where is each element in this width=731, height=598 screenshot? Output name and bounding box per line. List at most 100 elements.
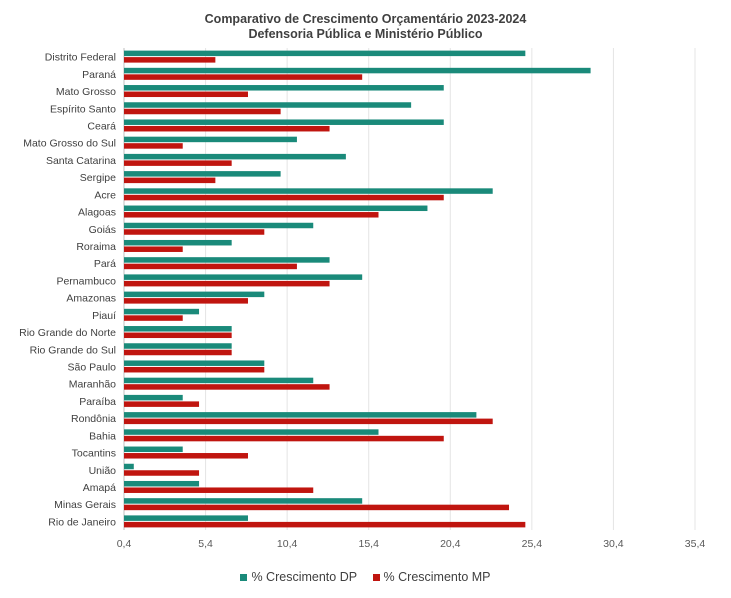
- bar-dp: [124, 480, 200, 487]
- bar-mp: [124, 280, 330, 287]
- category-label: Minas Gerais: [54, 499, 116, 511]
- legend-item-mp: % Crescimento MP: [372, 570, 491, 584]
- bar-dp: [124, 50, 526, 57]
- bar-mp: [124, 487, 314, 493]
- bar-mp: [124, 177, 216, 184]
- category-label: Amapá: [83, 482, 116, 494]
- category-label: União: [89, 465, 117, 477]
- bar-mp: [124, 384, 330, 390]
- category-label: Distrito Federal: [45, 52, 116, 64]
- category-label: Sergipe: [80, 172, 116, 184]
- x-tick-label: 10,4: [277, 538, 298, 550]
- bar-mp: [124, 504, 510, 511]
- bar-dp: [124, 498, 363, 504]
- bar-mp: [124, 349, 232, 356]
- bar-dp: [124, 153, 346, 160]
- bar-dp: [124, 377, 314, 384]
- bar-mp: [124, 263, 297, 270]
- category-label: Ceará: [87, 120, 116, 132]
- category-label: Maranhão: [69, 379, 116, 391]
- bar-dp: [124, 515, 248, 521]
- bar-mp: [124, 332, 232, 339]
- legend-label-dp: % Crescimento DP: [251, 570, 358, 584]
- legend: % Crescimento DP % Crescimento MP: [0, 570, 731, 584]
- bar-mp: [124, 57, 216, 63]
- category-label: Santa Catarina: [46, 155, 116, 167]
- bar-dp: [124, 326, 232, 332]
- bar-mp: [124, 125, 330, 132]
- legend-swatch-mp: [372, 574, 380, 581]
- bar-mp: [124, 435, 444, 442]
- legend-swatch-dp: [240, 574, 248, 581]
- bar-dp: [124, 67, 591, 74]
- category-label: Goiás: [89, 224, 116, 236]
- bar-dp: [124, 343, 232, 349]
- bar-dp: [124, 222, 314, 229]
- category-label: Rio Grande do Norte: [19, 327, 116, 339]
- bar-dp: [124, 308, 200, 315]
- category-label: Espírito Santo: [50, 103, 116, 115]
- category-label: Alagoas: [78, 207, 116, 219]
- bar-dp: [124, 274, 363, 280]
- legend-label-mp: % Crescimento MP: [383, 570, 491, 584]
- x-tick-label: 25,4: [522, 538, 543, 550]
- bar-dp: [124, 291, 265, 298]
- bar-dp: [124, 394, 183, 401]
- bar-mp: [124, 91, 248, 98]
- legend-item-dp: % Crescimento DP: [240, 570, 357, 584]
- bar-dp: [124, 171, 281, 177]
- category-label: Roraima: [76, 241, 116, 253]
- category-label: Bahia: [89, 430, 116, 442]
- bar-mp: [124, 366, 265, 373]
- x-tick-label: 5,4: [198, 538, 213, 550]
- x-tick-label: 20,4: [440, 538, 461, 550]
- category-label: Amazonas: [66, 293, 116, 305]
- bar-mp: [124, 453, 248, 459]
- category-label: Pernambuco: [56, 275, 116, 287]
- bar-dp: [124, 119, 444, 125]
- bar-dp: [124, 205, 428, 212]
- bar-mp: [124, 298, 248, 304]
- bar-mp: [124, 212, 379, 218]
- bar-mp: [124, 143, 183, 149]
- bar-dp: [124, 257, 330, 263]
- bar-dp: [124, 102, 412, 108]
- category-label: Rondônia: [71, 413, 116, 425]
- bar-mp: [124, 470, 200, 476]
- x-tick-label: 30,4: [603, 538, 624, 550]
- bar-dp: [124, 429, 379, 435]
- bar-mp: [124, 108, 281, 115]
- bar-mp: [124, 521, 526, 528]
- category-label: Rio de Janeiro: [48, 516, 116, 528]
- category-label: Paraná: [82, 69, 116, 81]
- bar-dp: [124, 446, 183, 453]
- category-label: Acre: [94, 189, 116, 201]
- bar-dp: [124, 136, 297, 143]
- bar-dp: [124, 412, 477, 418]
- bar-mp: [124, 418, 493, 425]
- bar-mp: [124, 401, 200, 407]
- bar-dp: [124, 85, 444, 91]
- bar-mp: [124, 74, 363, 80]
- bar-dp: [124, 360, 265, 366]
- chart-subtitle: Defensoria Pública e Ministério Público: [248, 27, 483, 41]
- category-label: São Paulo: [68, 361, 117, 373]
- x-tick-label: 15,4: [358, 538, 379, 550]
- category-label: Piauí: [92, 310, 116, 322]
- x-tick-label: 0,4: [117, 538, 132, 550]
- category-label: Pará: [94, 258, 116, 270]
- bar-mp: [124, 229, 265, 235]
- bar-dp: [124, 463, 134, 470]
- category-label: Rio Grande do Sul: [30, 344, 116, 356]
- bar-mp: [124, 315, 183, 321]
- bar-mp: [124, 194, 444, 201]
- category-label: Tocantins: [72, 448, 116, 460]
- category-label: Mato Grosso do Sul: [23, 138, 116, 150]
- x-tick-label: 35,4: [685, 538, 706, 550]
- category-label: Mato Grosso: [56, 86, 116, 98]
- bar-mp: [124, 160, 232, 166]
- bar-dp: [124, 188, 493, 194]
- bar-mp: [124, 246, 183, 252]
